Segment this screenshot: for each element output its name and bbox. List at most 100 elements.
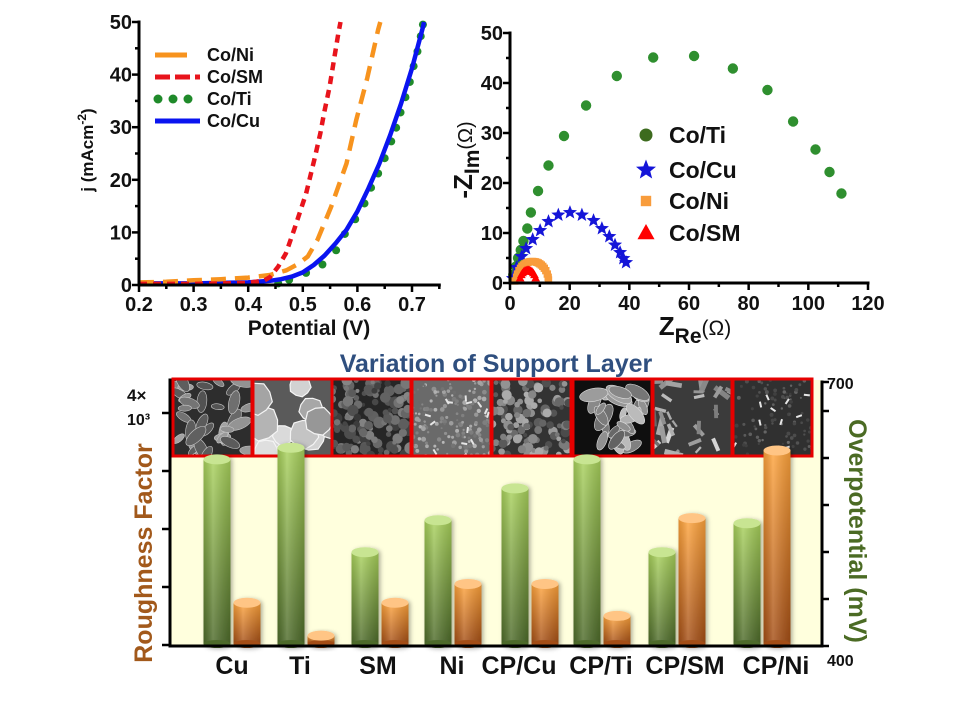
sem-texture [786, 431, 791, 436]
sem-texture [744, 444, 748, 448]
sem-texture [443, 431, 448, 436]
sem-texture [471, 393, 475, 398]
sem-texture [671, 420, 678, 428]
bar-sheen [678, 518, 706, 644]
bar-cap [678, 513, 706, 524]
sem-texture [469, 424, 473, 428]
sem-texture [807, 445, 811, 448]
sem-texture [477, 427, 482, 432]
sem-texture [543, 445, 549, 451]
sem-texture [595, 402, 606, 415]
sem-texture [486, 449, 489, 453]
sem-texture [693, 390, 704, 394]
lsv-y-tick-label: 20 [110, 170, 132, 192]
sem-texture [423, 420, 426, 423]
sem-texture [764, 402, 767, 405]
sem-texture [485, 423, 490, 428]
sem-texture [654, 406, 667, 413]
sem-texture [461, 431, 466, 435]
lsv-y-axis-label: j (mAcm-2) [75, 108, 97, 192]
sem-texture [556, 423, 562, 429]
sem-texture [463, 444, 469, 450]
roughness-bar-ni [424, 515, 452, 648]
sem-texture [463, 436, 466, 439]
sem-texture [523, 422, 531, 430]
sem-texture [757, 379, 761, 384]
sem-texture [485, 418, 489, 422]
sem-texture [476, 408, 481, 414]
eis-legend-label: Co/Ti [669, 122, 726, 148]
eis-y-tick-label: 0 [492, 273, 503, 295]
sem-texture [755, 394, 759, 398]
sem-texture [794, 387, 799, 392]
bar-cap [648, 547, 676, 558]
sem-texture [512, 434, 522, 444]
sem-texture [404, 442, 411, 455]
sem-texture [366, 441, 371, 447]
sem-texture [348, 389, 357, 398]
sem-image-ni [412, 379, 491, 456]
sem-texture [390, 445, 399, 454]
lsv-y-axis-label-main: j (mAcm [78, 125, 97, 193]
sem-texture [424, 406, 430, 412]
sem-texture [496, 398, 504, 407]
sem-texture [458, 422, 461, 426]
sem-texture-rod [758, 419, 762, 426]
sem-texture [505, 412, 513, 421]
sem-texture [455, 432, 461, 438]
sem-texture [753, 425, 756, 428]
lsv-y-tick-label: 10 [110, 222, 132, 244]
sem-texture [561, 381, 568, 387]
sem-texture [467, 436, 471, 440]
sem-image-cp-cu [492, 379, 571, 456]
roughness-factor-axis-label: Roughness Factor [130, 443, 158, 663]
sem-texture [522, 408, 531, 418]
sem-texture [477, 433, 482, 437]
sem-texture [363, 384, 374, 395]
eis-data-point-co-ti [532, 185, 544, 197]
sem-texture [174, 379, 190, 393]
eis-data-point-co-ti [525, 207, 537, 218]
sem-texture [506, 434, 513, 441]
sem-texture [473, 387, 477, 391]
sem-texture [539, 419, 547, 427]
sem-texture [771, 403, 775, 407]
eis-legend-marker-triangle-icon [637, 224, 655, 240]
sem-texture [560, 427, 571, 438]
sem-texture [773, 398, 777, 402]
sem-texture [439, 420, 443, 424]
sem-texture [364, 421, 374, 430]
sem-texture [220, 436, 240, 449]
sem-texture [517, 445, 526, 454]
sem-texture [773, 388, 778, 393]
bar-sheen [648, 552, 676, 644]
sem-texture [533, 383, 544, 393]
bar-cap [351, 547, 379, 558]
sem-texture [476, 405, 480, 409]
sem-texture [473, 434, 477, 438]
sem-texture [713, 404, 719, 419]
sem-texture [449, 383, 452, 386]
sem-texture [500, 433, 507, 441]
eis-data-point-co-ti [787, 116, 799, 127]
sem-texture [443, 422, 446, 426]
sem-texture [712, 385, 724, 399]
sem-texture [433, 444, 437, 448]
eis-data-point-co-cu [525, 232, 540, 246]
sem-texture [467, 404, 473, 410]
sem-texture-rod [466, 426, 469, 434]
sem-texture [755, 435, 760, 439]
lsv-x-axis-label: Potential (V) [248, 317, 371, 340]
eis-x-axis-label-sub: Re [675, 325, 702, 348]
category-label: CP/Cu [482, 652, 557, 680]
sem-texture [452, 390, 457, 395]
sem-texture-rod [446, 401, 453, 404]
sem-texture [456, 403, 459, 406]
bar-cap [763, 445, 791, 456]
eis-data-point-co-cu [509, 260, 524, 274]
bar-sheen [763, 450, 791, 644]
sem-texture [764, 423, 767, 427]
eis-x-tick-label: 0 [504, 293, 515, 315]
bar-cap [233, 597, 261, 608]
sem-texture [445, 415, 449, 419]
